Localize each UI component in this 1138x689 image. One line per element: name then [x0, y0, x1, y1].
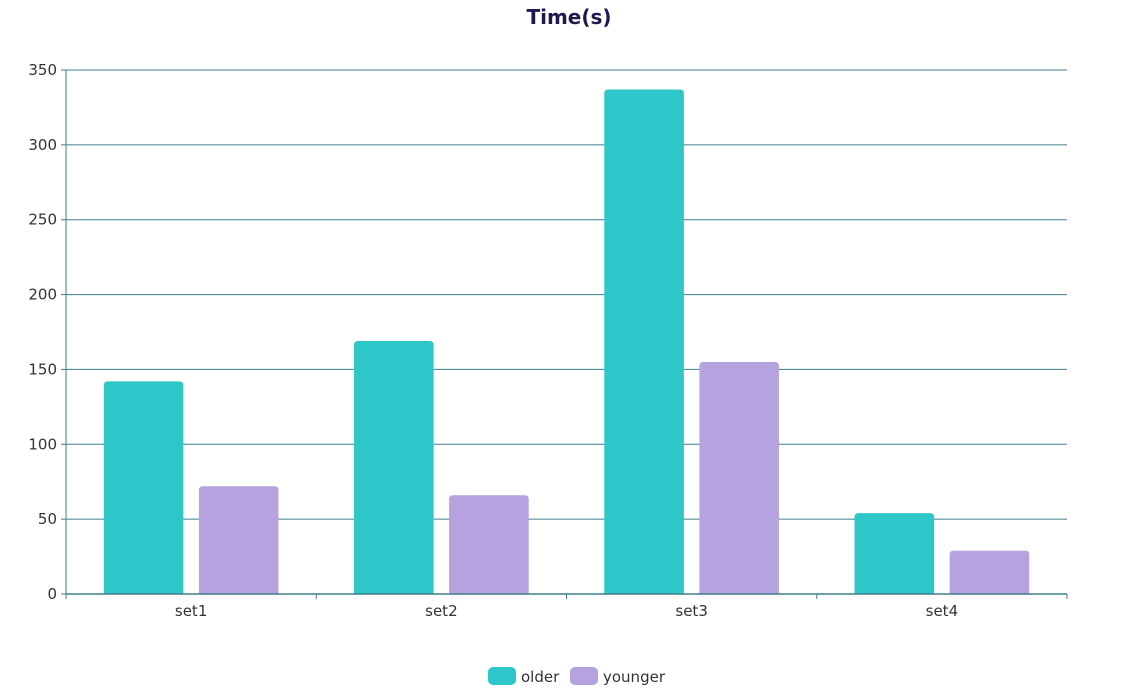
y-tick-label: 200 [28, 286, 57, 304]
bars [103, 89, 1030, 594]
y-tick-label: 100 [28, 435, 57, 453]
legend: older younger [488, 667, 666, 686]
y-tick-label: 250 [28, 211, 57, 229]
chart-title: Time(s) [526, 5, 611, 29]
y-tick-label: 300 [28, 136, 57, 154]
x-tick-label: set4 [926, 602, 958, 620]
legend-label-older: older [521, 668, 560, 686]
grid-lines [66, 69, 1067, 520]
y-tick-label: 350 [28, 61, 57, 79]
bar-younger-set2 [449, 495, 529, 594]
bar-older-set1 [103, 381, 184, 594]
bar-older-set2 [354, 340, 434, 594]
bar-older-set4 [854, 513, 935, 594]
bar-younger-set1 [198, 486, 279, 594]
bar-younger-set4 [949, 550, 1030, 594]
x-tick-label: set1 [175, 602, 207, 620]
legend-label-younger: younger [603, 668, 666, 686]
y-tick-label: 0 [47, 585, 57, 603]
y-tick-label: 150 [28, 360, 57, 378]
y-tick-label: 50 [38, 510, 57, 528]
legend-swatch-younger [570, 667, 598, 685]
bar-younger-set3 [699, 361, 779, 594]
axes: 0 50 100 150 200 250 300 350 set1 set2 set3 set4 [28, 61, 1068, 620]
x-tick-label: set2 [425, 602, 457, 620]
bar-older-set3 [604, 89, 684, 594]
x-tick-label: set3 [675, 602, 707, 620]
legend-swatch-older [488, 667, 516, 685]
